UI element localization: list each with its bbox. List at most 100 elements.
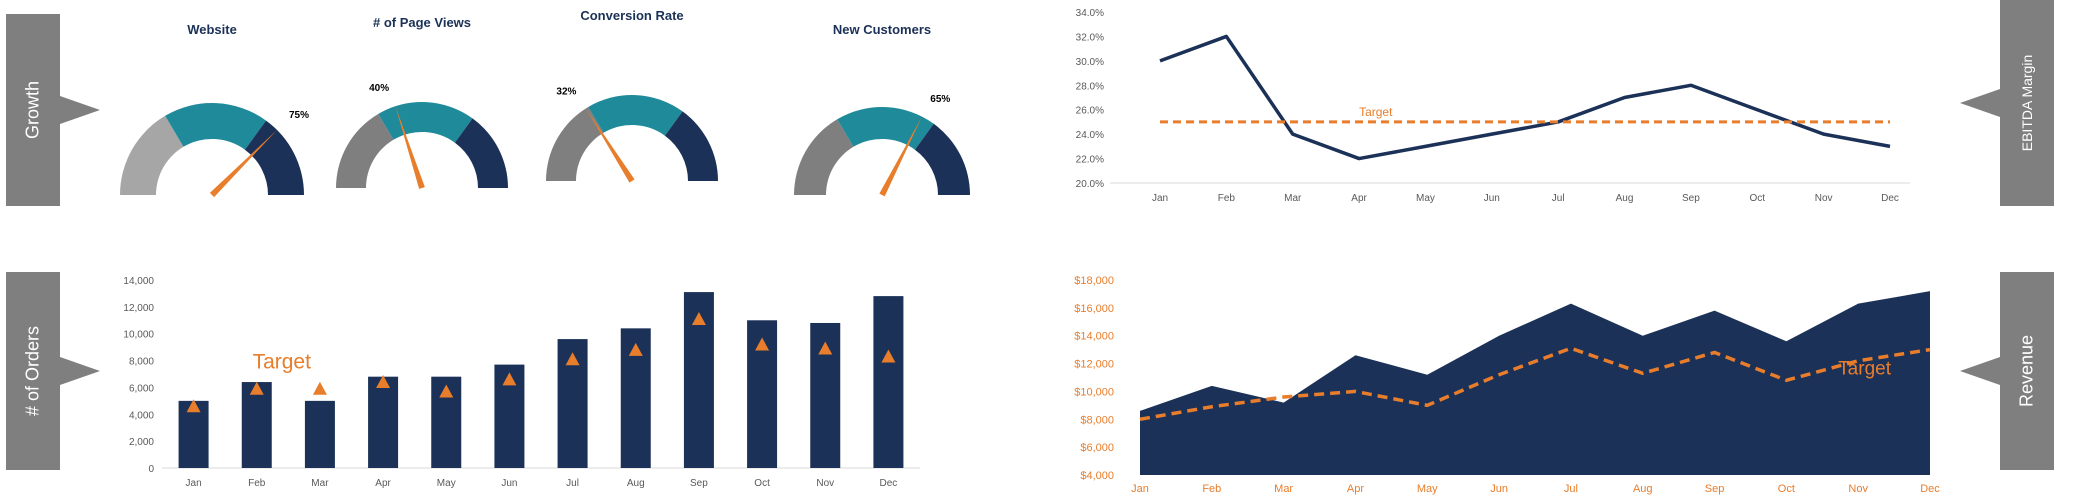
x-tick-label: Jun [501, 478, 517, 489]
x-tick-label: Mar [1274, 483, 1293, 495]
orders-label: # of Orders [22, 325, 43, 417]
x-tick-label: Jan [1152, 193, 1168, 204]
x-tick-label: Oct [1749, 193, 1765, 204]
orders-arrow-icon [60, 357, 100, 385]
gauge-band [914, 123, 970, 195]
x-tick-label: Feb [1202, 483, 1221, 495]
y-tick-label: 6,000 [129, 383, 154, 394]
x-tick-label: Sep [1705, 483, 1725, 495]
revenue-area [1140, 291, 1930, 475]
x-tick-label: Nov [1815, 193, 1833, 204]
y-tick-label: 26.0% [1076, 106, 1104, 117]
target-marker [818, 341, 833, 355]
x-tick-label: Aug [1633, 483, 1653, 495]
orders-bar [304, 400, 335, 468]
revenue-side-label: Revenue [1960, 272, 2054, 470]
x-tick-label: May [1417, 483, 1438, 495]
gauge-title: # of Page Views [373, 15, 471, 30]
gauge-band [588, 94, 683, 136]
target-line [1139, 346, 1931, 422]
orders-bar [368, 376, 399, 468]
orders-side-label: # of Orders [6, 272, 100, 470]
target-marker [565, 352, 580, 366]
x-tick-label: Nov [1848, 483, 1868, 495]
x-tick-label: Mar [311, 478, 329, 489]
gauge-band [244, 120, 304, 195]
gauge-band [664, 111, 718, 181]
x-tick-label: Feb [248, 478, 266, 489]
target-marker [755, 337, 770, 351]
gauge-value-label: 75% [289, 110, 309, 121]
gauge-band [120, 115, 184, 195]
y-tick-label: $14,000 [1074, 331, 1114, 343]
y-tick-label: $16,000 [1074, 303, 1114, 315]
orders-bar [873, 296, 904, 468]
revenue-chart: $4,000 $6,000 $8,000 $10,000 $12,000 $14,000 $… [1074, 275, 1940, 495]
gauge-value-label: 40% [369, 83, 389, 94]
x-tick-label: May [437, 478, 456, 489]
target-annotation: Target [253, 351, 312, 374]
x-tick-label: Jul [566, 478, 579, 489]
y-tick-label: 2,000 [129, 437, 154, 448]
x-tick-label: Sep [1682, 193, 1700, 204]
gauge-band [546, 106, 604, 181]
x-tick-label: Dec [1881, 193, 1899, 204]
y-tick-label: 8,000 [129, 357, 154, 368]
y-tick-label: 22.0% [1076, 155, 1104, 166]
target-marker [439, 384, 454, 398]
ebitda-label: EBITDA Margin [2019, 54, 2035, 152]
y-tick-label: 28.0% [1076, 81, 1104, 92]
gauge-title: Conversion Rate [580, 8, 683, 23]
y-tick-label: 12,000 [123, 303, 154, 314]
orders-chart: 0 2,000 4,000 6,000 8,000 10,000 12,000 14,000 J… [123, 276, 920, 489]
growth-side-label: Growth [6, 14, 100, 206]
gauge-value-label: 32% [556, 87, 576, 98]
revenue-label: Revenue [2016, 334, 2037, 408]
target-marker [628, 342, 643, 356]
x-tick-label: Jun [1490, 483, 1508, 495]
y-tick-label: $12,000 [1074, 359, 1114, 371]
x-tick-label: Feb [1218, 193, 1236, 204]
gauge-band [794, 119, 854, 195]
gauge-title: New Customers [833, 22, 931, 37]
target-marker [691, 311, 706, 325]
x-tick-label: Dec [1920, 483, 1940, 495]
x-tick-label: Oct [754, 478, 770, 489]
x-tick-label: Apr [1347, 483, 1364, 495]
y-tick-label: 32.0% [1076, 32, 1104, 43]
gauge-band [165, 103, 267, 150]
ebitda-side-label: EBITDA Margin [1960, 0, 2054, 206]
x-tick-label: Apr [375, 478, 391, 489]
y-tick-label: 0 [148, 464, 154, 475]
y-tick-label: 14,000 [123, 276, 154, 287]
y-tick-label: 24.0% [1076, 130, 1104, 141]
gauge-needle [585, 108, 635, 183]
x-tick-label: Jul [1564, 483, 1578, 495]
y-tick-label: $4,000 [1080, 470, 1114, 482]
x-tick-label: Aug [627, 478, 645, 489]
x-tick-label: Mar [1284, 193, 1302, 204]
gauge-value-label: 65% [930, 94, 950, 105]
target-marker [881, 349, 896, 363]
target-annotation: Target [1359, 105, 1393, 119]
target-marker [502, 372, 517, 386]
y-tick-label: 34.0% [1076, 8, 1104, 19]
y-tick-label: $10,000 [1074, 386, 1114, 398]
x-tick-label: May [1416, 193, 1435, 204]
y-tick-label: 10,000 [123, 330, 154, 341]
ebitda-arrow-icon [1960, 89, 2000, 117]
x-tick-label: Jan [186, 478, 202, 489]
x-tick-label: Aug [1616, 193, 1634, 204]
x-tick-label: Jun [1484, 193, 1500, 204]
gauge-needle [209, 129, 278, 198]
x-tick-label: Dec [880, 478, 898, 489]
gauge-band [454, 118, 508, 188]
growth-label: Growth [22, 80, 43, 140]
y-tick-label: $8,000 [1080, 414, 1114, 426]
y-tick-label: 20.0% [1076, 179, 1104, 190]
x-tick-label: Jan [1131, 483, 1149, 495]
y-tick-label: 30.0% [1076, 57, 1104, 68]
revenue-arrow-icon [1960, 357, 2000, 385]
gauge-band [837, 107, 934, 150]
gauge-title: Website [187, 22, 237, 37]
